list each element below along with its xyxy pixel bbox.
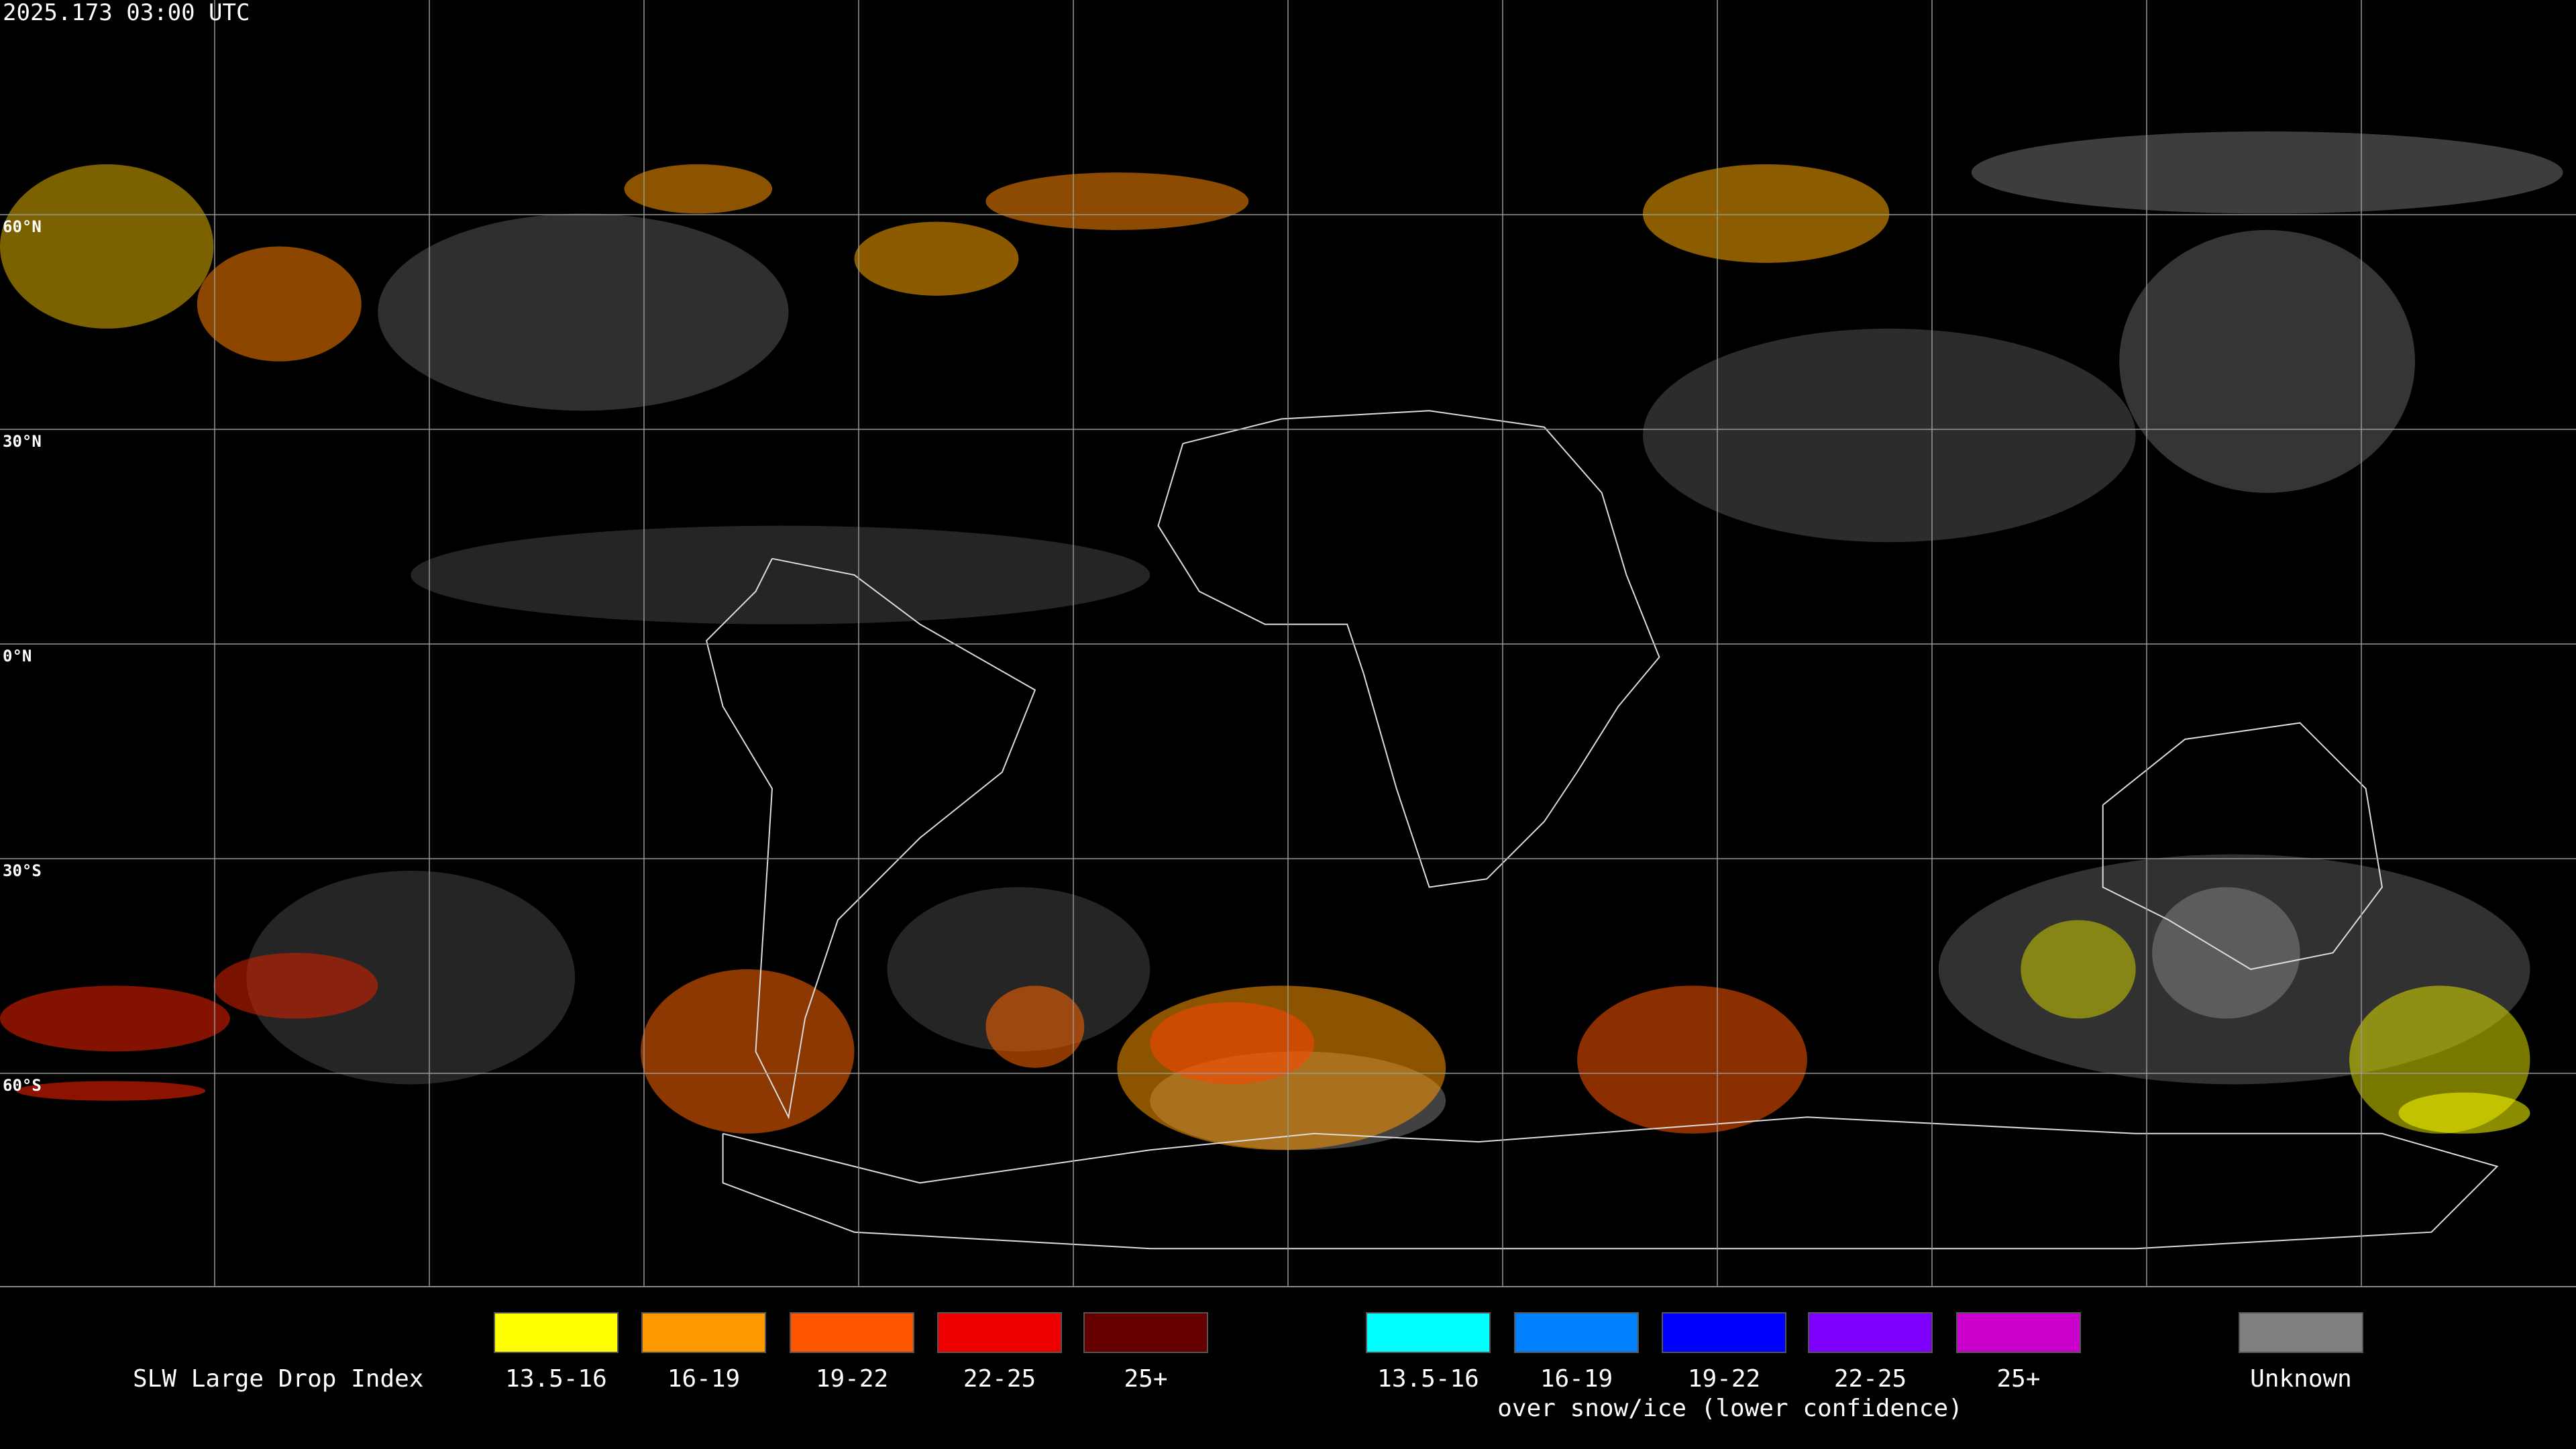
cloud-patch	[2119, 229, 2416, 493]
cloud-patch	[854, 221, 1019, 296]
legend-swatch	[790, 1312, 914, 1353]
coastline	[722, 1116, 2499, 1250]
latitude-label: 0°N	[3, 647, 32, 665]
legend-swatch	[1083, 1312, 1208, 1353]
legend-swatch	[494, 1312, 619, 1353]
cloud-patch	[985, 172, 1249, 230]
legend-label: 19-22	[1688, 1365, 1760, 1393]
cloud-patch	[0, 164, 214, 329]
cloud-patch	[411, 525, 1150, 625]
cloud-patch	[641, 969, 855, 1134]
cloud-patch	[213, 953, 378, 1019]
legend-swatch	[1956, 1312, 2081, 1353]
coastline	[2102, 722, 2383, 970]
cloud-patch	[246, 870, 576, 1085]
cloud-patch	[2152, 887, 2300, 1019]
legend-swatch	[1514, 1312, 1639, 1353]
legend-swatch	[937, 1312, 1062, 1353]
cloud-patch	[887, 887, 1150, 1052]
cloud-patch	[2398, 1092, 2530, 1134]
legend: SLW Large Drop Index 13.5-16 16-19 19-22 22-…	[133, 1312, 2363, 1422]
cloud-patch	[1643, 328, 2136, 543]
legend-swatch	[1366, 1312, 1491, 1353]
cloud-patch	[2021, 920, 2136, 1019]
cloud-patch	[197, 246, 362, 362]
legend-label: 22-25	[963, 1365, 1036, 1393]
legend-label: 13.5-16	[505, 1365, 607, 1393]
cloud-patch	[16, 1081, 206, 1101]
legend-note: over snow/ice (lower confidence)	[1497, 1395, 1963, 1422]
legend-title: SLW Large Drop Index	[133, 1365, 423, 1393]
timestamp: 2025.173 03:00 UTC	[3, 0, 250, 26]
cloud-patch	[1643, 164, 1890, 263]
legend-label: Unknown	[2250, 1365, 2352, 1393]
legend-swatch	[1662, 1312, 1786, 1353]
legend-label: 16-19	[667, 1365, 740, 1393]
coastline	[1157, 410, 1660, 888]
cloud-patch	[624, 164, 773, 214]
cloud-patch	[985, 985, 1085, 1068]
cloud-patch	[1577, 985, 1807, 1134]
cloud-patch	[1971, 131, 2563, 214]
legend-label: 16-19	[1540, 1365, 1613, 1393]
latitude-label: 60°S	[3, 1076, 42, 1095]
legend-swatch	[641, 1312, 766, 1353]
cloud-patch	[378, 213, 789, 411]
cloud-patch	[0, 985, 230, 1052]
legend-label: 19-22	[816, 1365, 888, 1393]
legend-label: 13.5-16	[1377, 1365, 1479, 1393]
latitude-label: 60°N	[3, 217, 42, 236]
legend-label: 22-25	[1834, 1365, 1907, 1393]
latitude-label: 30°S	[3, 861, 42, 880]
latitude-label: 30°N	[3, 432, 42, 451]
coastline	[705, 557, 1036, 1120]
legend-swatch	[2239, 1312, 2363, 1353]
cloud-patch	[1150, 1002, 1315, 1085]
map: 60°N 30°N 0°N 30°S 60°S	[0, 0, 2576, 1287]
legend-label: 25+	[1996, 1365, 2040, 1393]
legend-swatch	[1808, 1312, 1933, 1353]
legend-label: 25+	[1124, 1365, 1167, 1393]
